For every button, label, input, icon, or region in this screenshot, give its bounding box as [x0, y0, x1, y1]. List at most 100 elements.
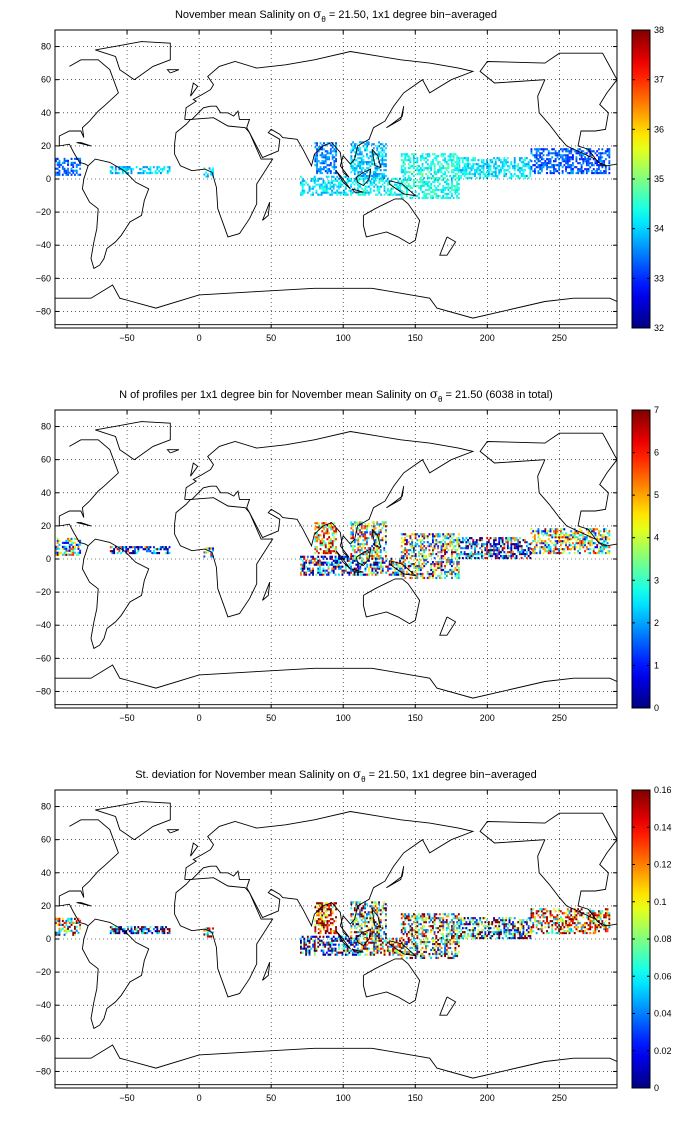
data-cell — [322, 187, 325, 190]
data-cell — [472, 935, 475, 938]
data-cell — [458, 925, 461, 928]
data-cell — [332, 571, 335, 574]
data-cell — [329, 953, 332, 956]
data-cell — [383, 939, 386, 942]
data-cell — [589, 166, 592, 169]
data-cell — [362, 535, 365, 538]
data-cell — [303, 937, 306, 940]
data-cell — [376, 937, 379, 940]
data-cell — [63, 157, 66, 160]
data-cell — [400, 545, 403, 548]
data-cell — [322, 573, 325, 576]
data-cell — [554, 536, 557, 539]
data-cell — [461, 159, 464, 162]
data-cell — [326, 914, 329, 917]
data-cell — [402, 185, 405, 188]
data-cell — [587, 540, 590, 543]
data-cell — [366, 563, 369, 566]
data-cell — [353, 177, 356, 180]
data-cell — [339, 951, 342, 954]
data-cell — [320, 939, 323, 942]
data-cell — [463, 157, 466, 160]
data-cell — [385, 155, 387, 158]
data-cell — [313, 941, 316, 944]
data-cell — [452, 929, 455, 932]
data-cell — [470, 935, 473, 938]
data-cell — [357, 921, 360, 924]
data-cell — [360, 167, 363, 170]
data-cell — [331, 918, 334, 921]
data-cell — [517, 539, 520, 542]
data-cell — [308, 573, 311, 576]
data-cell — [445, 935, 448, 938]
data-cell — [400, 179, 403, 182]
data-cell — [573, 536, 576, 539]
data-cell — [409, 545, 412, 548]
data-cell — [212, 927, 214, 930]
coastline — [76, 142, 92, 147]
data-cell — [399, 189, 401, 192]
data-cell — [430, 917, 433, 920]
data-cell — [449, 159, 452, 162]
data-cell — [144, 548, 147, 551]
data-cell — [127, 926, 129, 929]
data-cell — [470, 167, 473, 170]
data-cell — [210, 173, 213, 176]
data-cell — [329, 912, 332, 915]
data-cell — [387, 179, 389, 182]
data-cell — [513, 547, 516, 550]
data-cell — [535, 546, 538, 549]
data-cell — [335, 548, 337, 551]
data-cell — [452, 956, 455, 960]
data-cell — [467, 157, 469, 160]
data-cell — [421, 179, 424, 182]
data-cell — [402, 945, 405, 948]
data-cell — [447, 939, 450, 942]
data-cell — [379, 163, 382, 166]
data-cell — [326, 532, 329, 535]
data-cell — [452, 925, 455, 928]
data-cell — [332, 939, 335, 942]
data-cell — [432, 921, 434, 924]
data-cell — [451, 185, 453, 188]
data-cell — [326, 910, 329, 913]
data-cell — [421, 563, 424, 566]
data-cell — [451, 574, 453, 578]
data-cell — [435, 155, 438, 158]
data-cell — [362, 531, 365, 534]
data-cell — [437, 155, 440, 158]
data-cell — [544, 540, 547, 543]
data-cell — [566, 534, 569, 537]
data-cell — [460, 171, 463, 174]
data-cell — [442, 917, 445, 920]
data-cell — [343, 949, 346, 952]
data-cell — [575, 546, 578, 549]
data-cell — [426, 159, 429, 162]
data-cell — [364, 923, 367, 926]
data-cell — [364, 573, 367, 576]
data-cell — [435, 913, 438, 916]
data-cell — [582, 172, 585, 175]
data-cell — [585, 548, 588, 551]
data-cell — [142, 926, 145, 929]
data-cell — [327, 943, 330, 946]
data-cell — [591, 162, 593, 165]
data-cell — [323, 540, 325, 543]
data-cell — [371, 521, 374, 524]
data-cell — [372, 533, 375, 536]
data-cell — [454, 179, 457, 182]
data-cell — [445, 574, 448, 578]
data-cell — [489, 553, 492, 556]
data-cell — [474, 173, 476, 176]
data-cell — [406, 945, 408, 948]
data-cell — [475, 557, 478, 560]
data-cell — [120, 166, 122, 169]
data-cell — [400, 574, 403, 578]
data-cell — [369, 951, 372, 954]
data-cell — [438, 943, 441, 946]
data-cell — [402, 929, 405, 932]
data-cell — [376, 169, 379, 172]
data-cell — [368, 191, 370, 194]
coastline — [95, 41, 171, 81]
data-cell — [399, 943, 401, 946]
